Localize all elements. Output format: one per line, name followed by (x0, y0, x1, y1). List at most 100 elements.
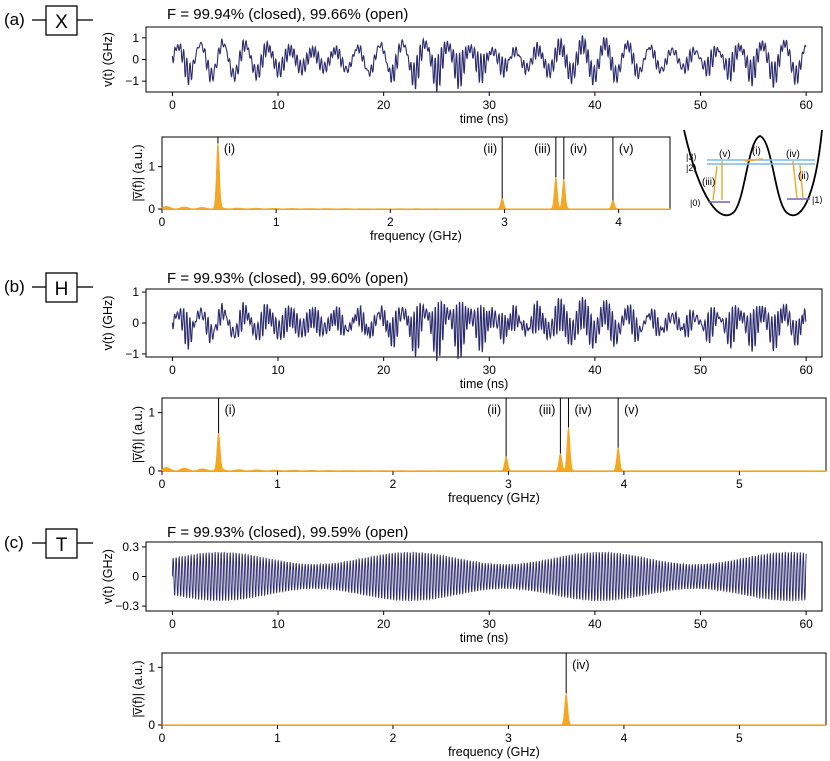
x-tick-label: 30 (483, 98, 497, 112)
x-tick-label: 10 (271, 98, 285, 112)
x-axis-label: frequency (GHz) (370, 229, 462, 243)
x-tick-label: 5 (736, 731, 743, 745)
y-axis-label: |v̅(f)| (a.u.) (131, 406, 145, 463)
peak-label: (iii) (539, 403, 556, 417)
x-axis-label: frequency (GHz) (448, 745, 540, 759)
spectrum-area (161, 426, 827, 472)
peak-label: (v) (624, 403, 639, 417)
transition-label-iv: (iv) (786, 149, 800, 160)
y-axis-label: |v̅(f)| (a.u.) (131, 660, 145, 717)
y-tick-label: 1 (148, 406, 155, 420)
gate-symbol-a: X (55, 12, 68, 33)
time-signal-plot-a: 0 10 20 30 40 50 60 −1 0 1 time (ns) v(t) (GHz) (101, 26, 823, 126)
x-tick-label: 50 (694, 617, 708, 631)
x-tick-label: 1 (274, 731, 281, 745)
x-tick-label: 40 (588, 363, 602, 377)
x-tick-label: 60 (799, 363, 813, 377)
y-tick-label: 0 (148, 464, 155, 478)
transition-arrow-i (744, 158, 764, 162)
x-tick-label: 3 (505, 477, 512, 491)
spectrum-plot-b: 0 1 2 3 4 5 0 1 frequency (GHz) |v̅(f)| (a.u.) (i)… (131, 397, 827, 505)
x-tick-label: 1 (273, 215, 280, 229)
x-tick-label: 0 (159, 477, 166, 491)
peak-label: (i) (224, 142, 235, 156)
y-axis-label: v(t) (GHz) (101, 549, 115, 604)
x-axis-label: time (ns) (460, 112, 509, 126)
x-tick-label: 50 (694, 363, 708, 377)
x-tick-label: 0 (169, 617, 176, 631)
peak-label: (iv) (572, 658, 589, 672)
peak-label: (ii) (487, 403, 501, 417)
gate-box-c (45, 528, 78, 559)
peak-label: (v) (619, 142, 634, 156)
spectrum-area (161, 693, 827, 726)
level-2-label: |2⟩ (686, 163, 697, 173)
fidelity-b: F = 99.93% (closed), 99.60% (open) (167, 270, 408, 287)
peak-label: (i) (225, 403, 236, 417)
double-well-potential (683, 129, 823, 217)
x-tick-label: 60 (799, 617, 813, 631)
y-tick-label: 0 (132, 316, 139, 330)
y-tick-label: 0 (132, 53, 139, 67)
x-tick-label: 1 (274, 477, 281, 491)
y-tick-label: −1 (125, 347, 139, 361)
peak-label: (iii) (534, 142, 551, 156)
y-tick-label: 0 (148, 718, 155, 732)
transition-arrow-iv (792, 160, 798, 199)
spectrum-plot-c: 0 1 2 3 4 5 0 1 frequency (GHz) |v̅(f)| (a.u.) (iv… (131, 652, 827, 759)
x-tick-label: 10 (271, 363, 285, 377)
spectrum-area (161, 142, 671, 210)
level-3-label: |3⟩ (686, 152, 697, 162)
x-tick-label: 10 (271, 617, 285, 631)
y-tick-label: −1 (125, 74, 139, 88)
y-tick-label: 1 (148, 660, 155, 674)
signal-series-line (171, 296, 807, 362)
x-tick-label: 4 (621, 731, 628, 745)
x-tick-label: 5 (736, 477, 743, 491)
energy-level-inset: |3⟩ |2⟩ |0⟩ |1⟩ (v) (i) (iv) (iii) (ii) (683, 129, 823, 217)
x-tick-label: 3 (501, 215, 508, 229)
transition-label-v: (v) (719, 149, 731, 160)
x-axis-label: time (ns) (460, 377, 509, 391)
x-tick-label: 20 (377, 617, 391, 631)
transition-arrow-iii (712, 165, 718, 201)
x-tick-label: 3 (505, 731, 512, 745)
level-0-label: |0⟩ (690, 198, 701, 208)
gate-symbol-c: T (56, 535, 68, 556)
x-tick-label: 50 (694, 98, 708, 112)
x-tick-label: 4 (621, 477, 628, 491)
x-tick-label: 0 (169, 98, 176, 112)
peak-label: (ii) (483, 142, 497, 156)
y-tick-label: 1 (148, 160, 155, 174)
x-tick-label: 0 (159, 215, 166, 229)
x-tick-label: 0 (169, 363, 176, 377)
time-signal-plot-b: 0 10 20 30 40 50 60 −1 0 1 time (ns) v(t) (GHz) (101, 285, 823, 391)
signal-series-line (171, 35, 807, 92)
panel-label-b: (b) (4, 277, 25, 296)
x-tick-label: 4 (615, 215, 622, 229)
fidelity-a: F = 99.94% (closed), 99.66% (open) (167, 6, 408, 23)
x-tick-label: 20 (377, 98, 391, 112)
panel-label-a: (a) (4, 10, 25, 29)
y-axis-label: v(t) (GHz) (101, 296, 115, 351)
plot-frame (161, 136, 671, 210)
transition-label-i: (i) (752, 146, 761, 157)
x-tick-label: 30 (483, 617, 497, 631)
x-tick-label: 40 (588, 617, 602, 631)
x-axis-label: frequency (GHz) (448, 491, 540, 505)
y-tick-label: 0 (132, 570, 139, 584)
plot-frame (161, 652, 827, 726)
fidelity-c: F = 99.93% (closed), 99.59% (open) (167, 524, 408, 541)
signal-series-line (171, 551, 807, 602)
y-axis-label: |v̅(f)| (a.u.) (131, 144, 145, 201)
transition-label-iii: (iii) (702, 177, 715, 188)
y-tick-label: 1 (132, 31, 139, 45)
peak-label: (iv) (570, 142, 587, 156)
gate-symbol-b: H (55, 279, 69, 300)
panel-label-c: (c) (4, 533, 24, 552)
peak-label: (iv) (574, 403, 591, 417)
gate-box-b (45, 272, 78, 303)
x-tick-label: 30 (483, 363, 497, 377)
x-tick-label: 2 (390, 731, 397, 745)
y-tick-label: 1 (132, 285, 139, 299)
